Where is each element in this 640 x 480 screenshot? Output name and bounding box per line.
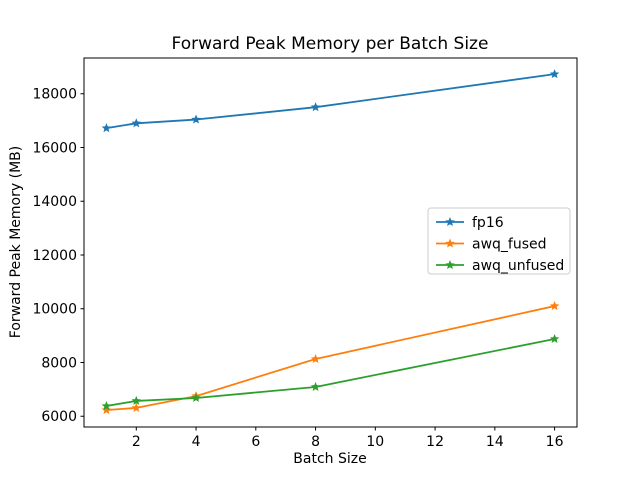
legend-marker (445, 238, 455, 248)
data-point-marker-fp16 (101, 123, 112, 133)
x-tick-label: 14 (486, 434, 504, 450)
y-tick-label: 12000 (32, 248, 77, 264)
y-tick-label: 10000 (32, 302, 77, 318)
legend-label-fp16: fp16 (472, 215, 504, 231)
data-point-marker-fp16 (191, 114, 201, 124)
x-tick-label: 16 (546, 434, 564, 450)
data-point-marker-awq_unfused (549, 333, 560, 344)
data-point-marker-fp16 (549, 69, 560, 79)
x-axis-label: Batch Size (293, 451, 366, 467)
legend-marker (445, 217, 455, 227)
data-point-marker-awq_unfused (310, 381, 321, 391)
x-tick-label: 4 (192, 434, 201, 450)
x-tick-label: 8 (311, 434, 320, 450)
x-tick-label: 10 (366, 434, 384, 450)
legend-box (427, 207, 571, 275)
data-point-marker-awq_unfused (101, 401, 112, 411)
plot-area: 2 4 6 8 10 12 14 16 6000 8000 10000 12000 14000 16000… (32, 57, 578, 450)
x-tick-label: 12 (426, 434, 444, 450)
y-tick-label: 8000 (41, 355, 77, 371)
series-line-awq_unfused (106, 338, 555, 407)
y-tick-label: 16000 (32, 140, 77, 156)
chart-title: Forward Peak Memory per Batch Size (172, 34, 489, 54)
x-tick-label: 2 (132, 434, 141, 450)
legend-label-awq_fused: awq_fused (472, 237, 547, 253)
series-line-awq_fused (106, 305, 555, 411)
legend-label-awq_unfused: awq_unfused (472, 258, 564, 274)
y-tick-label: 6000 (41, 409, 77, 425)
data-point-marker-awq_fused (101, 405, 112, 415)
data-point-marker-fp16 (310, 102, 321, 112)
x-tick-label: 6 (251, 434, 260, 450)
data-point-marker-awq_fused (310, 354, 321, 364)
data-point-marker-awq_unfused (131, 395, 142, 405)
y-axis-label: Forward Peak Memory (MB) (8, 146, 24, 338)
data-point-marker-fp16 (131, 118, 142, 128)
data-point-marker-awq_fused (549, 301, 560, 311)
legend-marker (445, 260, 455, 270)
series-line-fp16 (106, 73, 555, 130)
data-point-marker-awq_unfused (191, 392, 201, 403)
axes-frame (83, 57, 578, 428)
y-tick-label: 14000 (32, 194, 77, 210)
data-point-marker-awq_fused (131, 402, 142, 412)
y-tick-label: 18000 (32, 87, 77, 103)
